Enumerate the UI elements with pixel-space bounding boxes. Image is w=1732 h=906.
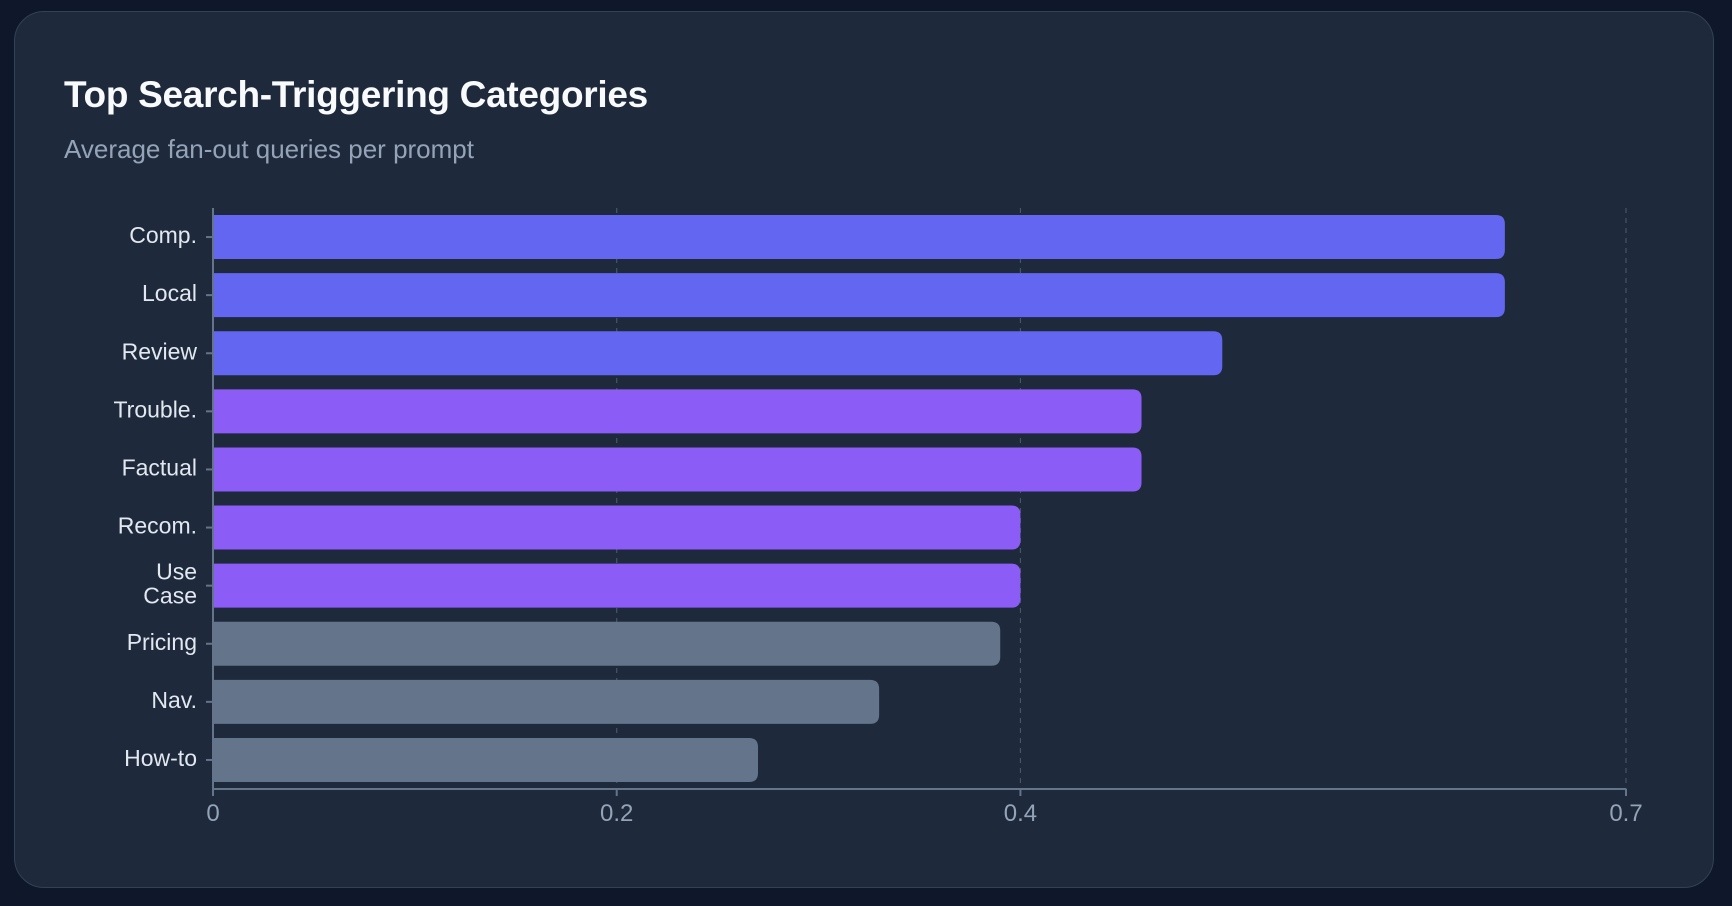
bar-how-to[interactable] <box>213 737 759 782</box>
y-tick-label: How-to <box>124 745 197 771</box>
chart-title: Top Search-Triggering Categories <box>64 74 648 115</box>
labels: Comp. Local Review Trouble. Factual Recom. Use… <box>113 222 1642 827</box>
bar-pricing[interactable] <box>213 621 1001 666</box>
y-tick-label: Recom. <box>118 513 197 539</box>
y-tick-label: Pricing <box>127 629 197 655</box>
y-tick-label: Comp. <box>129 222 197 248</box>
axes <box>206 208 1627 796</box>
y-tick-label: Trouble. <box>113 396 197 422</box>
bar-recom[interactable] <box>213 505 1021 550</box>
bar-local[interactable] <box>213 273 1505 318</box>
x-tick-label: 0.4 <box>1004 800 1037 827</box>
chart-subtitle: Average fan-out queries per prompt <box>64 134 474 164</box>
x-tick-label: 0 <box>206 800 219 827</box>
y-tick-label: Nav. <box>151 687 197 713</box>
x-tick-label: 0.2 <box>600 800 633 827</box>
y-tick-label: Review <box>122 338 198 364</box>
bar-use-case[interactable] <box>213 563 1021 608</box>
y-tick-label: Factual <box>122 455 197 481</box>
y-tick-label: Case <box>143 583 197 609</box>
y-tick-label: Use <box>156 559 197 585</box>
y-tick-label: Local <box>142 280 197 306</box>
bar-review[interactable] <box>213 331 1223 376</box>
bar-comp[interactable] <box>213 215 1505 260</box>
bars <box>213 215 1505 782</box>
bar-factual[interactable] <box>213 447 1142 492</box>
x-tick-label: 0.7 <box>1609 800 1642 827</box>
bar-trouble[interactable] <box>213 389 1142 434</box>
bar-nav[interactable] <box>213 679 880 724</box>
